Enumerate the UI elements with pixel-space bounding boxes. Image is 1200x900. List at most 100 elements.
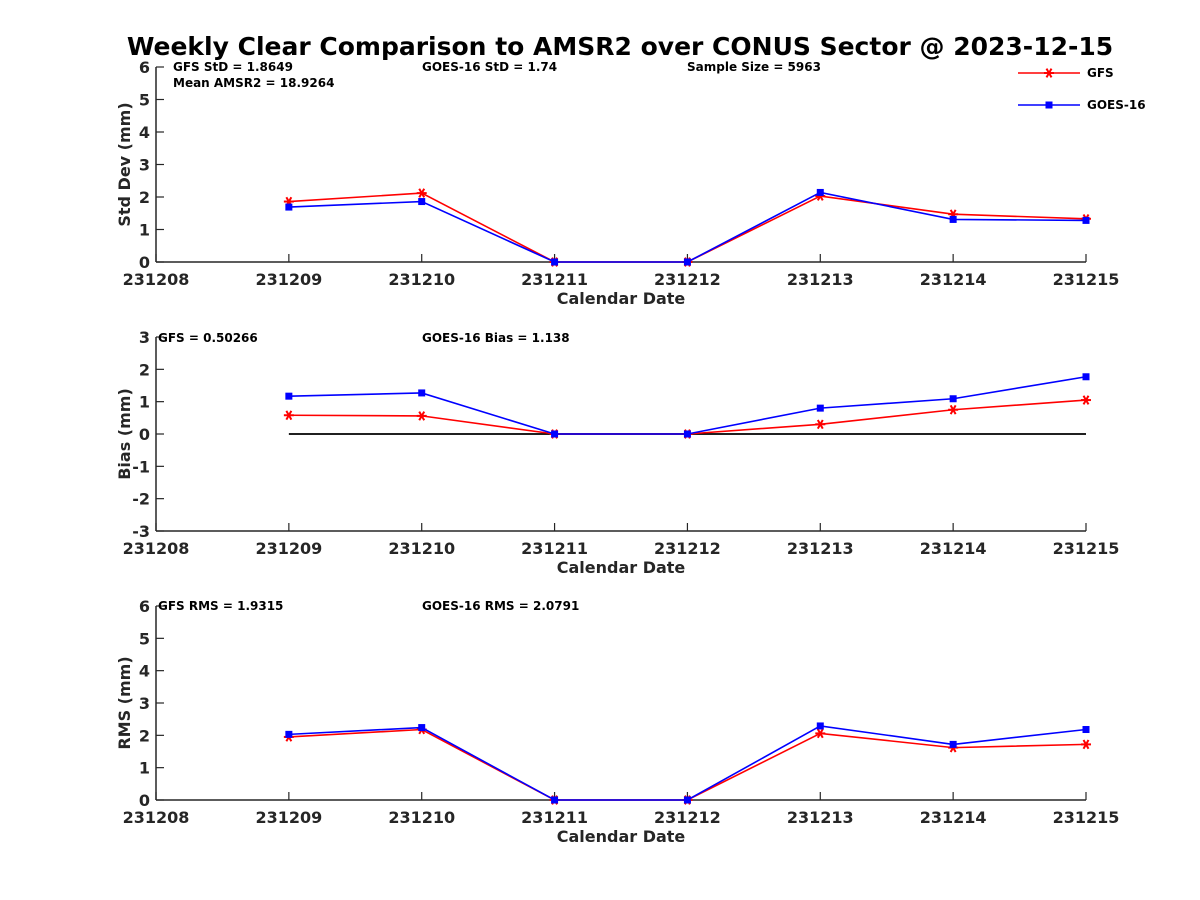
legend: GFS GOES-16 <box>1018 66 1146 112</box>
bias-x-tick-label: 231214 <box>920 539 987 558</box>
bias-y-tick-label: 3 <box>139 328 150 347</box>
rms-y-tick-label: 6 <box>139 597 150 616</box>
bias-gfs-point-231213-stroke <box>816 419 824 430</box>
rms-x-tick-label: 231212 <box>654 808 721 827</box>
rms-x-tick-label: 231213 <box>787 808 854 827</box>
bias-gfs-point-231210-stroke <box>418 411 426 421</box>
legend-goes-square <box>1045 101 1053 109</box>
legend-goes-marker <box>1045 101 1053 109</box>
bias-gfs-point-231213 <box>815 419 826 430</box>
bias-y-tick-label: -3 <box>132 522 150 541</box>
std-x-tick-label: 231209 <box>255 270 322 289</box>
bias-gfs-point-231215 <box>1081 395 1091 405</box>
legend-gfs-marker <box>1044 68 1054 78</box>
std-x-tick-label: 231213 <box>787 270 854 289</box>
rms-y-tick-label: 0 <box>139 791 150 810</box>
bias-gfs-point-231210 <box>416 411 427 421</box>
rms-goes-16-point-231214 <box>949 740 957 748</box>
bias-y-tick-label: -2 <box>132 490 150 509</box>
bias-x-axis-label: Calendar Date <box>557 558 686 577</box>
legend-goes-label: GOES-16 <box>1087 98 1146 112</box>
rms-gfs-line <box>288 728 1087 801</box>
rms-gfs-point-231213 <box>815 728 826 739</box>
std-goes-16-point-231210 <box>418 198 426 206</box>
bias-y-tick-label: 2 <box>139 360 150 379</box>
std-gfs-line <box>288 192 1087 263</box>
legend-gfs-star-stroke <box>1045 68 1053 78</box>
rms-gfs-point-231213-stroke <box>816 728 824 739</box>
bias-x-tick-label: 231211 <box>521 539 588 558</box>
bias-gfs-point-231209-stroke <box>285 410 293 421</box>
std-y-tick-label: 4 <box>139 123 150 142</box>
std-gfs-stat: GFS StD = 1.8649 <box>173 60 293 74</box>
rms-y-tick-label: 1 <box>139 759 150 778</box>
std-dev-series <box>283 188 1091 267</box>
rms-y-tick-label: 5 <box>139 629 150 648</box>
bias-goes-16-point-231209 <box>285 392 293 400</box>
std-y-tick-label: 2 <box>139 188 150 207</box>
bias-gfs-point-231214-stroke <box>949 404 957 415</box>
bias-gfs-point-231209 <box>283 410 294 421</box>
bias-axes: 231208 231209 231210 231211 231212 231213 2312… <box>115 328 1119 577</box>
rms-axes: 231208 231209 231210 231211 231212 231213 2312… <box>115 597 1119 846</box>
rms-gfs-point-231215-stroke <box>1082 739 1090 750</box>
std-y-tick-label: 0 <box>139 253 150 272</box>
rms-x-tick-label: 231214 <box>920 808 987 827</box>
std-y-tick-label: 5 <box>139 91 150 110</box>
std-goes-16-point-231212 <box>683 258 691 266</box>
bias-gfs-stat: GFS = 0.50266 <box>158 331 258 345</box>
rms-goes-16-point-231210 <box>418 724 426 732</box>
std-x-tick-label: 231210 <box>388 270 455 289</box>
rms-gfs-point-231215 <box>1081 739 1091 750</box>
std-gfs-point-231210 <box>416 188 427 198</box>
bias-gfs-point-231215-stroke <box>1082 395 1090 405</box>
rms-x-tick-label: 231209 <box>255 808 322 827</box>
std-y-tick-label: 3 <box>139 156 150 175</box>
std-goes-stat: GOES-16 StD = 1.74 <box>422 60 557 74</box>
rms-y-tick-label: 2 <box>139 726 150 745</box>
std-dev-axes: 231208 231209 231210 231211 231212 231213 2312… <box>115 58 1119 308</box>
rms-goes-stat: GOES-16 RMS = 2.0791 <box>422 599 579 613</box>
rms-goes-16-point-231211 <box>551 796 559 804</box>
bias-gfs-line <box>288 399 1087 435</box>
bias-goes-16-point-231213 <box>816 404 824 412</box>
legend-gfs-label: GFS <box>1087 66 1114 80</box>
rms-y-axis-label: RMS (mm) <box>115 656 134 749</box>
rms-x-axis-label: Calendar Date <box>557 827 686 846</box>
rms-goes-16-line <box>288 725 1087 801</box>
std-goes-16-point-231209 <box>285 203 293 211</box>
bias-goes-16-line <box>288 375 1087 435</box>
std-x-tick-label: 231212 <box>654 270 721 289</box>
std-gfs-point-231210-stroke <box>418 188 426 198</box>
rms-y-tick-label: 3 <box>139 694 150 713</box>
bias-x-tick-label: 231213 <box>787 539 854 558</box>
bias-y-tick-label: -1 <box>132 457 150 476</box>
std-x-tick-label: 231215 <box>1053 270 1120 289</box>
std-goes-16-point-231211 <box>551 258 559 266</box>
std-y-axis-label: Std Dev (mm) <box>115 102 134 226</box>
sample-size-stat: Sample Size = 5963 <box>687 60 821 74</box>
bias-x-tick-label: 231212 <box>654 539 721 558</box>
panel-bias: 231208 231209 231210 231211 231212 231213 2312… <box>115 328 1119 577</box>
chart-title: Weekly Clear Comparison to AMSR2 over CO… <box>127 32 1113 61</box>
std-goes-16-line <box>288 191 1087 263</box>
bias-goes-16-point-231212 <box>683 430 691 438</box>
bias-x-tick-label: 231209 <box>255 539 322 558</box>
bias-goes-stat: GOES-16 Bias = 1.138 <box>422 331 570 345</box>
bias-goes-16-point-231215 <box>1082 373 1090 381</box>
legend-gfs-star <box>1044 68 1054 78</box>
bias-gfs-point-231214 <box>948 404 959 415</box>
std-y-tick-label: 6 <box>139 58 150 77</box>
bias-y-axis-label: Bias (mm) <box>115 388 134 480</box>
bias-x-tick-label: 231215 <box>1053 539 1120 558</box>
std-goes-16-point-231213 <box>816 188 824 196</box>
bias-goes-16-point-231210 <box>418 389 426 397</box>
std-goes-16-point-231214 <box>949 215 957 223</box>
bias-series <box>283 373 1091 439</box>
bias-y-tick-label: 1 <box>139 393 150 412</box>
mean-amsr2-stat: Mean AMSR2 = 18.9264 <box>173 76 334 90</box>
panel-std-dev: 231208 231209 231210 231211 231212 231213 2312… <box>115 58 1119 308</box>
std-x-tick-label: 231211 <box>521 270 588 289</box>
bias-x-tick-label: 231210 <box>388 539 455 558</box>
